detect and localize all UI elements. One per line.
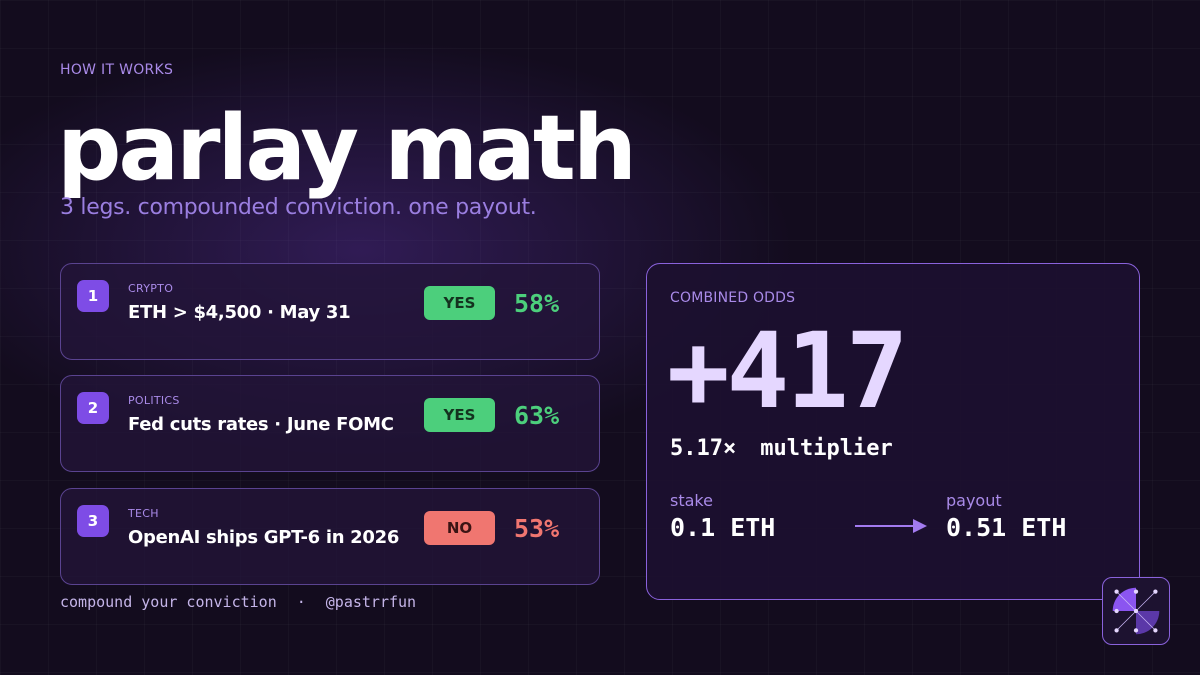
multiplier-row: 5.17× multiplier xyxy=(670,436,893,461)
payout-label: payout xyxy=(946,491,1002,510)
odds-value: +417 xyxy=(667,310,908,432)
leg-side-badge: NO xyxy=(424,511,495,545)
leg-title: ETH > $4,500 · May 31 xyxy=(128,302,351,323)
leg-number-badge: 1 xyxy=(77,280,109,312)
parlay-leg-2[interactable]: 2 POLITICS Fed cuts rates · June FOMC YE… xyxy=(60,375,600,472)
subtitle: 3 legs. compounded conviction. one payou… xyxy=(60,195,537,220)
payout-value: 0.51 ETH xyxy=(946,513,1067,542)
leg-probability: 63% xyxy=(514,401,560,430)
parlay-leg-1[interactable]: 1 CRYPTO ETH > $4,500 · May 31 YES 58% xyxy=(60,263,600,360)
eyebrow: HOW IT WORKS xyxy=(60,62,174,78)
stake-value: 0.1 ETH xyxy=(670,513,776,542)
multiplier-value: 5.17× xyxy=(670,436,737,461)
leg-side-badge: YES xyxy=(424,398,495,432)
multiplier-label: multiplier xyxy=(760,436,893,461)
leg-title: Fed cuts rates · June FOMC xyxy=(128,414,394,435)
leg-number-badge: 2 xyxy=(77,392,109,424)
leg-title: OpenAI ships GPT-6 in 2026 xyxy=(128,527,400,548)
leg-probability: 58% xyxy=(514,289,560,318)
footer-separator: · xyxy=(296,593,306,611)
combined-odds-card: COMBINED ODDS +417 5.17× multiplier stake… xyxy=(646,263,1140,600)
leg-side-badge: YES xyxy=(424,286,495,320)
leg-category: POLITICS xyxy=(128,394,180,407)
footer-handle[interactable]: @pastrrfun xyxy=(325,593,417,611)
right-arrow-icon xyxy=(855,519,927,533)
leg-probability: 53% xyxy=(514,514,560,543)
page-title: parlay math xyxy=(57,96,637,201)
leg-category: TECH xyxy=(128,507,159,520)
leg-number-badge: 3 xyxy=(77,505,109,537)
footer-tagline: compound your conviction xyxy=(60,593,277,611)
stake-label: stake xyxy=(670,491,713,510)
leg-category: CRYPTO xyxy=(128,282,174,295)
pastrr-logo-icon xyxy=(1102,577,1170,645)
odds-label: COMBINED ODDS xyxy=(670,290,796,306)
parlay-leg-3[interactable]: 3 TECH OpenAI ships GPT-6 in 2026 NO 53% xyxy=(60,488,600,585)
footer: compound your conviction · @pastrrfun xyxy=(60,593,416,611)
